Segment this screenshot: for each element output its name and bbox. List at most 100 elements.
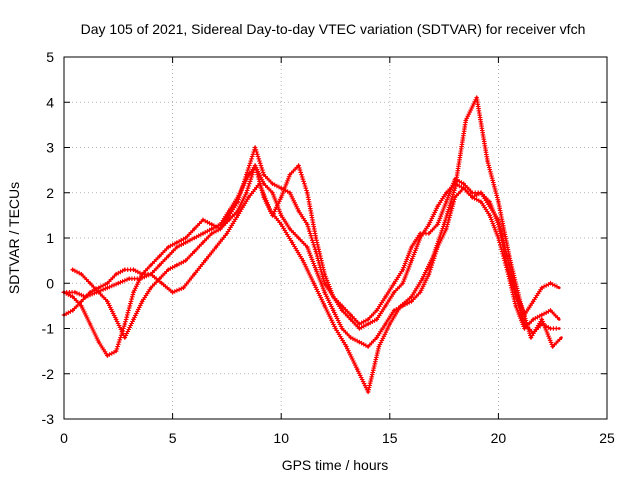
data-point: [345, 345, 348, 348]
data-point: [392, 290, 396, 294]
y-tick-label: 1: [46, 230, 54, 246]
data-point: [227, 214, 231, 217]
data-point: [140, 300, 144, 303]
data-point: [301, 259, 305, 262]
data-point: [410, 259, 413, 262]
data-point: [305, 223, 309, 226]
data-point: [253, 164, 257, 168]
data-point: [464, 119, 468, 122]
data-point: [245, 191, 248, 195]
data-point: [201, 232, 205, 235]
data-point: [106, 354, 109, 357]
data-point: [290, 241, 294, 244]
data-point: [219, 227, 222, 231]
data-point: [488, 214, 492, 217]
data-point: [470, 195, 474, 199]
data-point: [551, 345, 555, 348]
data-point: [192, 227, 196, 231]
data-point: [184, 241, 188, 244]
data-point: [175, 241, 179, 244]
data-point: [106, 286, 109, 290]
data-point: [549, 281, 552, 285]
data-point: [279, 223, 283, 226]
y-tick-label: -1: [42, 321, 55, 337]
data-point: [114, 272, 118, 276]
x-tick-label: 15: [382, 430, 398, 446]
x-tick-label: 10: [273, 430, 289, 446]
data-point: [132, 290, 135, 294]
data-point: [366, 322, 370, 326]
data-point: [166, 245, 170, 249]
data-point: [114, 349, 118, 353]
data-point: [514, 304, 518, 308]
data-point: [166, 254, 170, 258]
data-point: [227, 218, 231, 222]
data-point: [106, 300, 109, 303]
data-point: [410, 300, 413, 303]
data-point: [531, 318, 535, 321]
data-point: [421, 277, 424, 281]
data-point: [392, 309, 396, 312]
data-point: [203, 259, 207, 262]
y-tick-labels: -3 -2 -1 0 1 2 3 4 5: [42, 49, 55, 427]
x-axis-label: GPS time / hours: [282, 457, 389, 473]
axis-ticks: [63, 56, 608, 420]
x-tick-labels: 0 5 10 15 20 25: [60, 430, 615, 446]
data-point: [427, 223, 431, 226]
data-point: [410, 295, 413, 299]
data-point: [279, 186, 283, 190]
data-point: [158, 254, 162, 258]
data-point: [95, 290, 98, 294]
data-point: [262, 173, 266, 177]
y-axis-label: SDTVAR / TECUs: [6, 182, 22, 294]
data-point: [549, 309, 552, 312]
data-point: [201, 218, 205, 222]
data-point: [175, 245, 179, 249]
data-point: [158, 263, 162, 267]
series-track-4: [61, 95, 563, 395]
data-point: [175, 263, 179, 267]
data-point: [462, 186, 465, 190]
data-point: [557, 286, 561, 290]
data-point: [431, 254, 435, 258]
y-tick-label: 2: [46, 185, 54, 201]
x-tick-label: 20: [491, 430, 507, 446]
data-point: [334, 327, 337, 330]
data-point: [323, 304, 326, 308]
data-point: [160, 281, 164, 285]
data-series: [61, 95, 563, 395]
data-point: [88, 322, 92, 326]
data-point: [268, 209, 272, 213]
data-point: [427, 232, 431, 235]
data-point: [192, 272, 196, 276]
data-point: [340, 327, 344, 330]
data-point: [436, 223, 439, 226]
data-point: [192, 236, 196, 240]
y-tick-label: 3: [46, 140, 54, 156]
data-point: [444, 227, 448, 231]
data-point: [462, 182, 465, 186]
data-point: [253, 146, 257, 149]
data-point: [88, 281, 92, 285]
data-point: [297, 209, 300, 213]
data-point: [297, 236, 300, 240]
data-point: [366, 390, 370, 394]
data-point: [171, 290, 175, 294]
data-point: [288, 227, 292, 231]
data-point: [73, 290, 77, 294]
data-point: [288, 191, 292, 195]
data-point: [123, 268, 127, 272]
x-tick-label: 25: [599, 430, 615, 446]
data-point: [225, 232, 229, 235]
data-point: [149, 272, 153, 276]
data-point: [140, 272, 144, 276]
data-point: [475, 96, 479, 100]
data-point: [349, 318, 353, 321]
data-point: [523, 327, 526, 330]
data-point: [479, 200, 483, 204]
data-point: [149, 286, 153, 290]
data-point: [123, 336, 127, 339]
data-point: [106, 281, 109, 285]
